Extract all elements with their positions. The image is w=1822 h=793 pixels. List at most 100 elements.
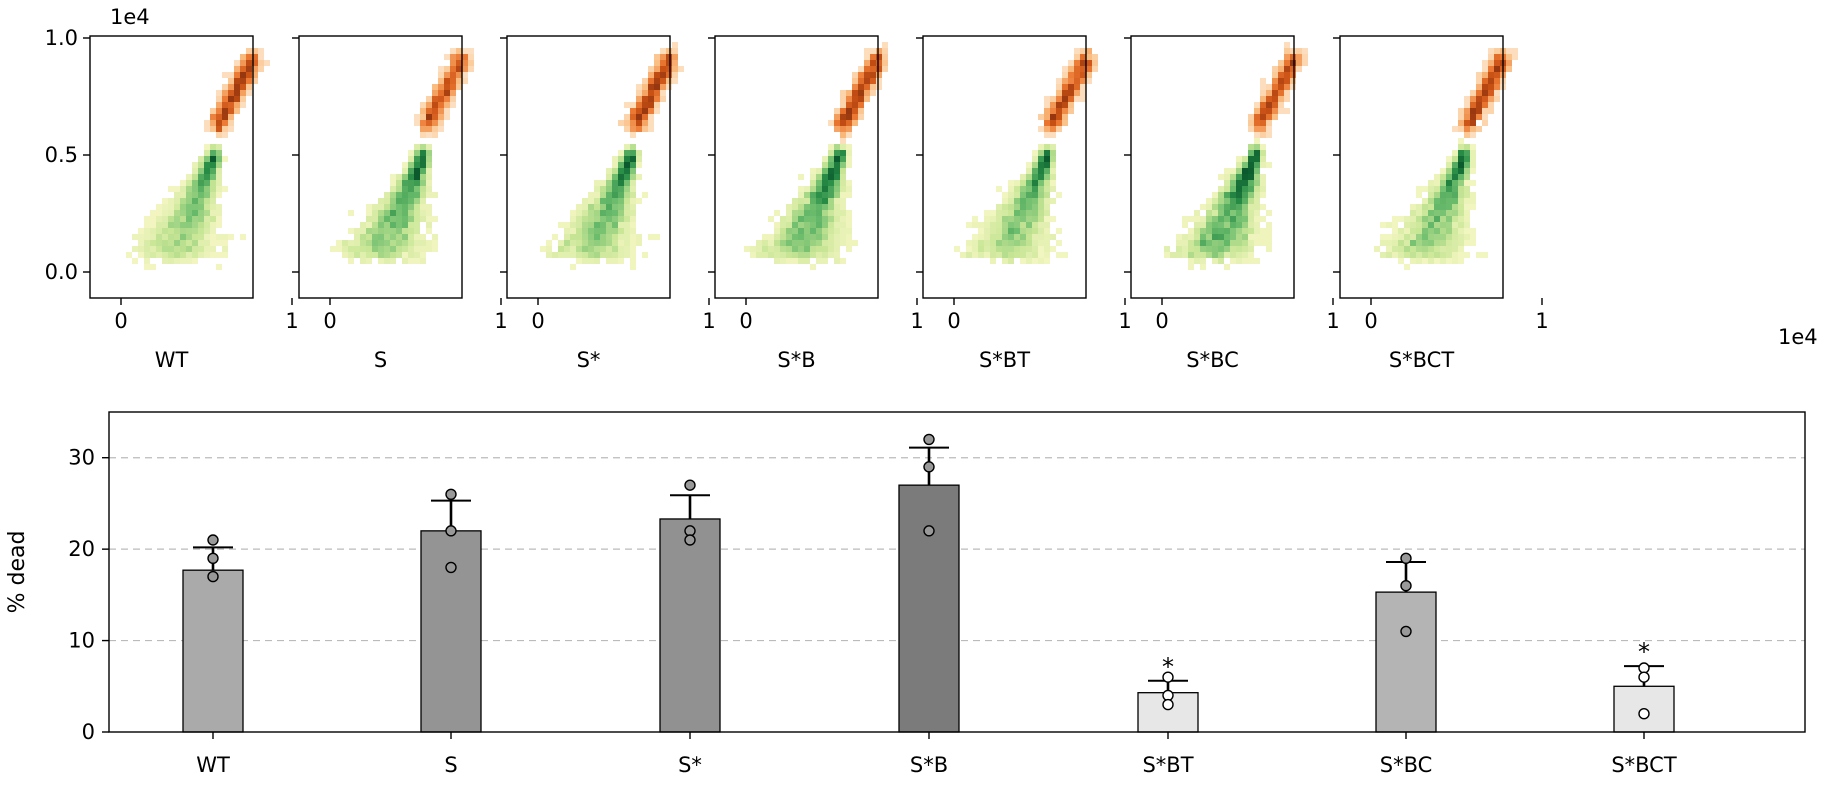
density-cell-live bbox=[630, 198, 636, 204]
density-cell-live bbox=[1044, 150, 1050, 156]
density-cell-dead bbox=[834, 120, 840, 126]
density-cell-dead bbox=[852, 102, 858, 108]
density-cell-dead bbox=[1470, 90, 1476, 96]
density-cell-dead bbox=[1470, 108, 1476, 114]
density-cell-dead bbox=[624, 114, 630, 120]
density-cell-live bbox=[750, 252, 756, 258]
density-cell-live bbox=[1212, 252, 1218, 258]
density-cell-live bbox=[198, 252, 204, 258]
density-cell-dead bbox=[456, 72, 462, 78]
density-cell-live bbox=[816, 216, 822, 222]
density-cell-dead bbox=[438, 108, 444, 114]
density-cell-live bbox=[1398, 246, 1404, 252]
density-cell-live bbox=[198, 216, 204, 222]
density-cell-live bbox=[216, 204, 222, 210]
density-cell-dead bbox=[1062, 84, 1068, 90]
density-cell-live bbox=[1230, 258, 1236, 264]
density-cell-live bbox=[1224, 216, 1230, 222]
density-cell-live bbox=[786, 234, 792, 240]
density-cell-live bbox=[1434, 246, 1440, 252]
density-cell-dead bbox=[1074, 78, 1080, 84]
density-cell-live bbox=[174, 240, 180, 246]
density-cell-live bbox=[1224, 246, 1230, 252]
density-cell-live bbox=[156, 228, 162, 234]
data-point bbox=[1638, 671, 1650, 683]
density-cell-live bbox=[342, 246, 348, 252]
density-cell-dead bbox=[642, 126, 648, 132]
density-cell-live bbox=[576, 204, 582, 210]
density-cell-live bbox=[162, 228, 168, 234]
density-cell-live bbox=[792, 210, 798, 216]
density-cell-live bbox=[174, 216, 180, 222]
density-cell-live bbox=[1014, 228, 1020, 234]
density-cell-live bbox=[1038, 210, 1044, 216]
density-cell-dead bbox=[1050, 108, 1056, 114]
panel-frame bbox=[298, 35, 463, 299]
density-cell-live bbox=[1044, 252, 1050, 258]
density-cell-live bbox=[228, 234, 234, 240]
density-cell-dead bbox=[234, 96, 240, 102]
density-cell-live bbox=[1194, 210, 1200, 216]
density-cell-live bbox=[1470, 156, 1476, 162]
density-cell-dead bbox=[852, 72, 858, 78]
density-cell-live bbox=[222, 252, 228, 258]
density-cell-live bbox=[624, 240, 630, 246]
panel-label: WT bbox=[155, 348, 189, 372]
data-point bbox=[445, 525, 457, 537]
density-cell-live bbox=[390, 192, 396, 198]
density-cell-live bbox=[618, 258, 624, 264]
density-cell-live bbox=[600, 216, 606, 222]
density-cell-dead bbox=[450, 90, 456, 96]
density-cell-live bbox=[1416, 258, 1422, 264]
data-point bbox=[684, 534, 696, 546]
density-cell-live bbox=[1200, 216, 1206, 222]
density-cell-dead bbox=[1044, 126, 1050, 132]
density-cell-live bbox=[216, 192, 222, 198]
density-cell-dead bbox=[246, 54, 252, 60]
density-cell-live bbox=[408, 252, 414, 258]
density-cell-live bbox=[192, 258, 198, 264]
density-cell-live bbox=[1176, 246, 1182, 252]
density-cell-dead bbox=[216, 96, 222, 102]
density-cell-live bbox=[144, 216, 150, 222]
density-cell-live bbox=[780, 216, 786, 222]
density-cell-live bbox=[348, 210, 354, 216]
density-cell-live bbox=[1206, 246, 1212, 252]
density-cell-live bbox=[834, 204, 840, 210]
bar bbox=[420, 530, 482, 733]
density-cell-live bbox=[1032, 150, 1038, 156]
density-cell-dead bbox=[252, 78, 258, 84]
density-cell-dead bbox=[1260, 126, 1266, 132]
density-cell-live bbox=[408, 174, 414, 180]
density-cell-live bbox=[774, 210, 780, 216]
density-cell-live bbox=[798, 198, 804, 204]
density-cell-live bbox=[1434, 204, 1440, 210]
density-cell-live bbox=[1230, 186, 1236, 192]
density-cell-live bbox=[996, 204, 1002, 210]
density-cell-live bbox=[1242, 192, 1248, 198]
density-cell-live bbox=[1236, 168, 1242, 174]
density-cell-live bbox=[792, 204, 798, 210]
density-cell-live bbox=[180, 198, 186, 204]
density-cell-live bbox=[138, 240, 144, 246]
density-cell-live bbox=[768, 246, 774, 252]
density-cell-live bbox=[1212, 222, 1218, 228]
density-cell-dead bbox=[426, 108, 432, 114]
density-cell-live bbox=[606, 228, 612, 234]
density-cell-live bbox=[372, 246, 378, 252]
density-cell-dead bbox=[1068, 108, 1074, 114]
density-cell-dead bbox=[252, 54, 258, 60]
density-cell-live bbox=[984, 228, 990, 234]
density-cell-live bbox=[384, 252, 390, 258]
density-cell-live bbox=[1038, 204, 1044, 210]
density-cell-live bbox=[612, 234, 618, 240]
density-cell-dead bbox=[1272, 102, 1278, 108]
density-cell-dead bbox=[1296, 54, 1302, 60]
density-cell-live bbox=[1242, 228, 1248, 234]
density-cell-live bbox=[564, 252, 570, 258]
density-cell-live bbox=[204, 192, 210, 198]
density-cell-dead bbox=[840, 126, 846, 132]
density-cell-live bbox=[1416, 222, 1422, 228]
density-cell-dead bbox=[636, 90, 642, 96]
density-cell-dead bbox=[1464, 102, 1470, 108]
